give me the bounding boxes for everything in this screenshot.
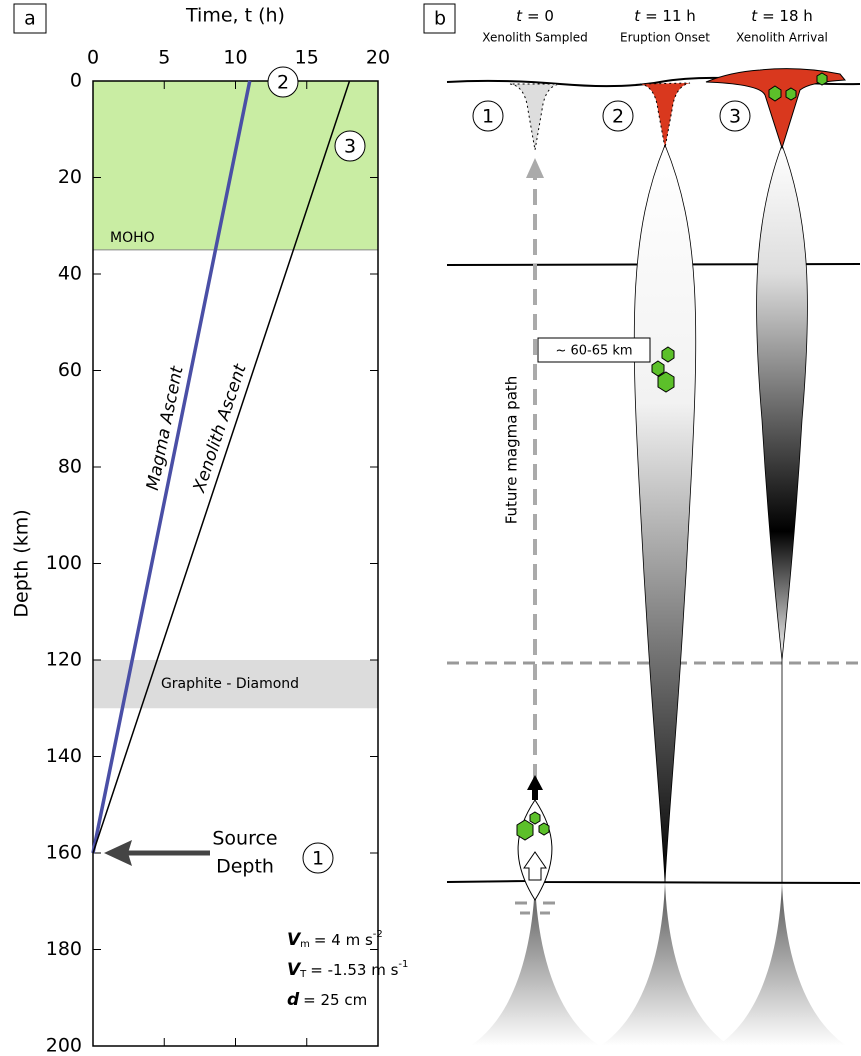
equation: VT= -1.53 m s-1	[287, 959, 408, 980]
number-label: 2	[612, 106, 624, 128]
y-tick-label: 200	[46, 1035, 82, 1056]
dyke	[757, 145, 808, 660]
arrow-head	[104, 840, 132, 866]
equation-sup: -2	[373, 929, 383, 940]
time-value: = 18 h	[762, 7, 813, 25]
x-axis-title: Time, t (h)	[185, 5, 285, 27]
figure: a b ~ 60-65 km Future magma path t= 0Xen…	[0, 0, 861, 1056]
number-label: 3	[729, 106, 741, 128]
dyke	[634, 145, 696, 882]
panel-a: a	[14, 4, 46, 33]
number-label: 3	[344, 136, 356, 158]
time-var: t	[516, 7, 523, 25]
vent-cone	[640, 83, 690, 148]
number-label: 1	[482, 106, 494, 128]
series-label: Xenolith Ascent	[189, 361, 251, 496]
source-line	[447, 878, 860, 883]
time-value: = 0	[527, 7, 554, 25]
y-tick-label: 140	[46, 745, 82, 767]
equation-sup: -1	[398, 959, 408, 970]
cusp	[470, 882, 600, 1046]
number-label: 1	[312, 848, 324, 870]
path-label: Future magma path	[503, 376, 521, 525]
column-caption: Eruption Onset	[620, 31, 710, 45]
source-label: Source	[212, 828, 277, 850]
band-label: MOHO	[110, 230, 155, 246]
y-tick-label: 100	[46, 552, 82, 574]
band	[93, 81, 378, 250]
x-tick-label: 10	[223, 47, 247, 69]
equation-sub: m	[300, 939, 310, 950]
column-time: t= 11 h	[634, 7, 696, 25]
column-time: t= 0	[516, 7, 554, 25]
equation: d= 25 cm	[287, 990, 367, 1010]
panel-b: b ~ 60-65 km Future magma path t= 0Xenol…	[424, 4, 860, 1046]
equation-symbol: d	[287, 990, 300, 1010]
equation-text: = -1.53 m s	[310, 961, 398, 979]
x-tick-label: 20	[366, 47, 390, 69]
cusp	[717, 882, 847, 1046]
time-var: t	[751, 7, 758, 25]
time-var: t	[634, 7, 641, 25]
column-time: t= 18 h	[751, 7, 813, 25]
y-tick-label: 0	[70, 70, 82, 92]
y-axis-title: Depth (km)	[11, 509, 33, 617]
x-tick-label: 15	[295, 47, 319, 69]
number-label: 2	[277, 72, 289, 94]
band-label: Graphite - Diamond	[161, 676, 299, 692]
source-label: Depth	[216, 856, 274, 878]
equation-text: = 4 m s	[314, 931, 373, 949]
y-tick-label: 180	[46, 938, 82, 960]
panel-label: a	[24, 8, 36, 30]
x-tick-label: 5	[158, 47, 170, 69]
panel-label: b	[434, 8, 446, 30]
y-tick-label: 160	[46, 842, 82, 864]
equation-text: = 25 cm	[303, 991, 367, 1009]
column-caption: Xenolith Sampled	[482, 31, 587, 45]
arrow-head	[526, 158, 544, 178]
equation: Vm= 4 m s-2	[287, 929, 383, 950]
time-value: = 11 h	[645, 7, 696, 25]
arrow-head	[527, 775, 543, 790]
depth-label: ~ 60-65 km	[555, 344, 632, 359]
y-tick-label: 60	[58, 359, 82, 381]
cusp	[600, 882, 730, 1046]
y-tick-label: 120	[46, 649, 82, 671]
column-caption: Xenolith Arrival	[736, 31, 828, 45]
y-tick-label: 40	[58, 263, 82, 285]
vent-cone	[510, 84, 560, 150]
equation-sub: T	[299, 969, 307, 980]
y-tick-label: 20	[58, 166, 82, 188]
x-tick-label: 0	[87, 47, 99, 69]
y-tick-label: 80	[58, 456, 82, 478]
